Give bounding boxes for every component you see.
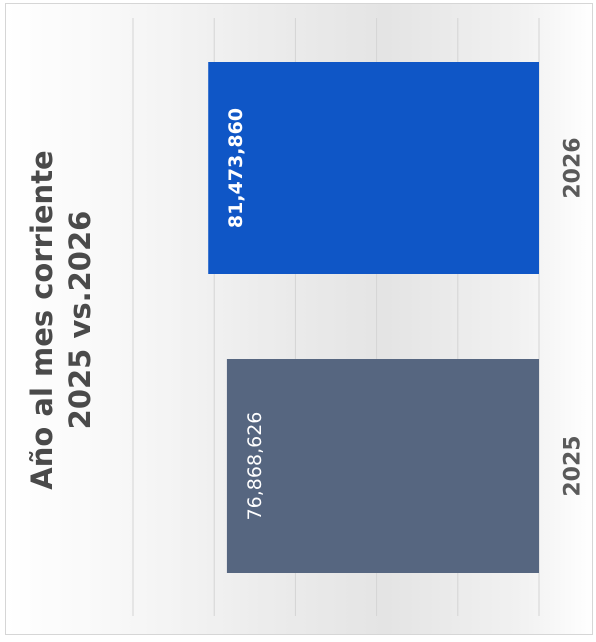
bar-2026 [208,62,539,274]
chart-frame: 76,868,626 81,473,860 2025 2026 Año al mes… [5,3,593,635]
category-label-2026: 2026 [561,137,586,198]
value-label-2026: 81,473,860 [225,108,247,228]
category-labels: 2025 2026 [561,137,586,496]
value-labels: 76,868,626 81,473,860 [225,108,266,521]
bars [208,62,539,573]
bar-chart: 76,868,626 81,473,860 2025 2026 Año al mes… [25,18,586,616]
value-label-2025: 76,868,626 [244,412,266,521]
bar-2025 [226,359,539,573]
category-label-2025: 2025 [561,435,586,496]
chart-title: Año al mes corriente [25,150,59,489]
chart-subtitle: 2025 vs.2026 [63,211,97,430]
